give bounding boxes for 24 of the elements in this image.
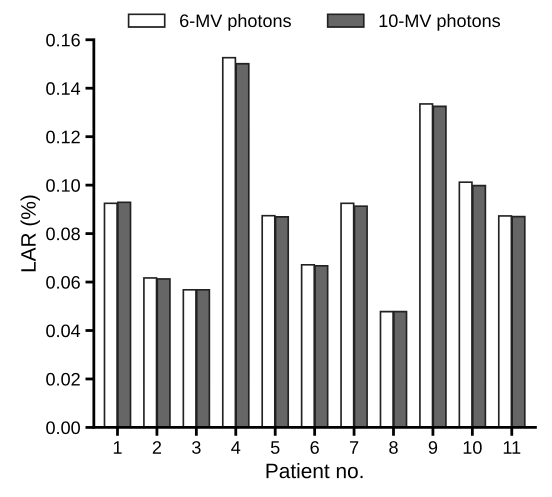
x-axis-title: Patient no. xyxy=(266,463,363,478)
y-tick-label: 0.04 xyxy=(46,324,80,338)
y-tick-label: 0.12 xyxy=(46,130,80,144)
y-tick-label: 0.10 xyxy=(46,179,80,192)
x-tick-label: 9 xyxy=(428,441,438,454)
y-tick-label: 0.02 xyxy=(46,372,80,386)
y-tick-label: 0.14 xyxy=(46,82,80,95)
x-tick-label: 3 xyxy=(192,441,201,454)
y-tick-label: 0.06 xyxy=(46,276,80,289)
x-tick-label: 1 xyxy=(114,441,122,454)
x-tick-label: 6 xyxy=(310,441,319,454)
y-tick-label: 0.08 xyxy=(46,228,80,240)
legend-label: 6-MV photons xyxy=(180,14,291,31)
x-tick-label: 4 xyxy=(231,441,240,454)
y-axis-title: LAR (%) xyxy=(20,196,40,272)
x-tick-label: 7 xyxy=(350,441,358,454)
x-tick-label: 2 xyxy=(152,441,162,454)
x-tick-label: 8 xyxy=(389,441,398,454)
x-tick-label: 11 xyxy=(504,441,520,454)
y-tick-label: 0.00 xyxy=(46,421,80,434)
x-tick-label: 5 xyxy=(270,441,280,454)
legend-label: 10-MV photons xyxy=(380,14,500,31)
y-tick-label: 0.16 xyxy=(46,34,80,46)
x-tick-label: 10 xyxy=(464,441,482,454)
